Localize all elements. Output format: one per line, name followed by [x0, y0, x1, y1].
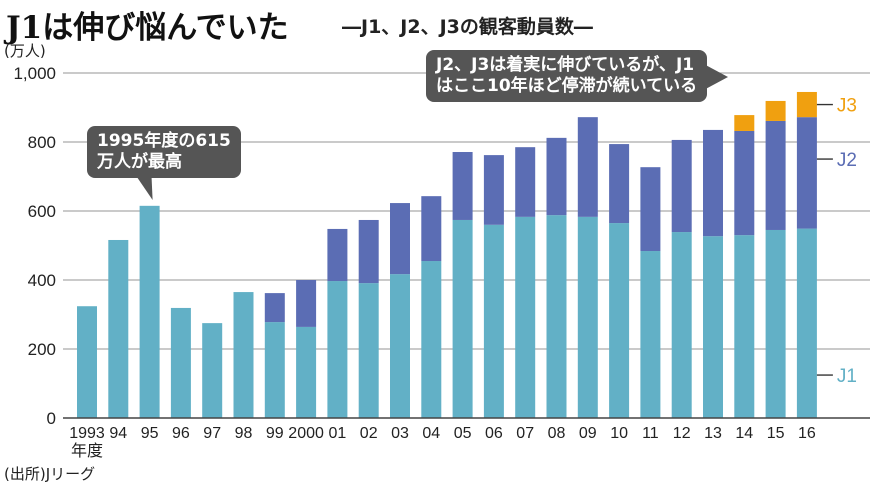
x-tick-label: 96	[172, 425, 190, 442]
chart-subtitle: ―J1、J2、J3の観客動員数―	[342, 16, 593, 38]
bar-j1-14	[734, 235, 755, 418]
x-tick-label: 16	[798, 425, 816, 442]
x-tick-label: 98	[235, 425, 253, 442]
bar-j1-06	[483, 224, 504, 418]
bar-j1-96	[170, 307, 191, 418]
bar-j2-08	[546, 137, 567, 216]
y-tick-label: 200	[28, 340, 56, 359]
bar-j3-15	[765, 100, 786, 121]
x-tick-label: 08	[548, 425, 566, 442]
bar-j2-05	[452, 152, 473, 220]
bar-j3-16	[796, 91, 817, 118]
y-tick-label: 400	[28, 271, 56, 290]
bar-j2-07	[515, 147, 536, 217]
bar-j1-04	[421, 261, 442, 418]
bar-j1-05	[452, 219, 473, 418]
source-note: (出所)Jリーグ	[4, 465, 96, 483]
peak-callout-line-2: 万人が最高	[97, 152, 182, 172]
x-tick-label: 02	[360, 425, 378, 442]
bar-j2-02	[358, 219, 379, 284]
x-tick-label: 1993	[69, 425, 105, 442]
x-tick-label: 04	[422, 425, 440, 442]
bar-j1-09	[577, 216, 598, 418]
bar-j1-02	[358, 283, 379, 418]
chart-title: J1は伸び悩んでいた	[6, 10, 289, 46]
x-tick-label: 99	[266, 425, 284, 442]
peak-callout: 1995年度の615 万人が最高	[87, 126, 241, 178]
x-tick-label: 12	[673, 425, 691, 442]
y-tick-label: 1,000	[13, 64, 56, 83]
bar-j2-01	[327, 228, 348, 282]
trend-callout-line-2: はここ10年ほど停滞が続いている	[436, 76, 698, 96]
bar-j1-98	[233, 292, 254, 418]
x-tick-label: 13	[704, 425, 722, 442]
peak-callout-line-1: 1995年度の615	[97, 131, 231, 151]
bar-j2-11	[640, 167, 661, 252]
bar-j1-99	[264, 322, 285, 418]
legend-label-j1: J1	[837, 366, 857, 387]
bar-j1-12	[671, 232, 692, 418]
x-tick-label: 97	[203, 425, 221, 442]
bar-j1-08	[546, 215, 567, 418]
bar-j1-15	[765, 229, 786, 418]
x-tick-label: 07	[516, 425, 534, 442]
x-tick-label: 05	[454, 425, 472, 442]
bar-j1-97	[202, 323, 223, 418]
bar-j2-16	[796, 117, 817, 229]
x-axis-unit-label: 年度	[71, 442, 103, 460]
x-tick-label: 09	[579, 425, 597, 442]
trend-callout: J2、J3は着実に伸びているが、J1 はここ10年ほど停滞が続いている	[426, 50, 708, 102]
x-tick-label: 2000	[288, 425, 324, 442]
x-tick-label: 14	[735, 425, 753, 442]
bar-j2-13	[703, 129, 723, 237]
x-tick-label: 94	[109, 425, 127, 442]
bar-j1-13	[703, 236, 723, 418]
bar-j1-11	[640, 251, 661, 418]
bar-j2-15	[765, 120, 786, 230]
y-axis-unit-label: (万人)	[4, 42, 46, 60]
bar-j2-09	[577, 117, 598, 217]
x-tick-label: 11	[642, 425, 659, 442]
bar-j1-94	[108, 239, 129, 418]
bar-j1-10	[609, 223, 630, 418]
bars	[77, 91, 817, 418]
bar-j2-99	[264, 293, 285, 323]
x-tick-label: 01	[329, 425, 347, 442]
x-tick-label: 06	[485, 425, 503, 442]
bar-j3-14	[734, 115, 755, 131]
x-tick-label: 15	[767, 425, 785, 442]
bar-j2-06	[483, 155, 504, 225]
bar-j1-16	[796, 228, 817, 418]
y-tick-label: 0	[47, 409, 56, 428]
bar-j2-2000	[296, 280, 317, 327]
bar-j1-03	[390, 274, 410, 418]
y-axis-ticks: 0 200 400 600 800 1,000	[13, 64, 56, 428]
x-tick-label: 10	[610, 425, 628, 442]
peak-callout-pointer	[137, 178, 153, 200]
bar-j2-14	[734, 130, 755, 236]
bar-j1-07	[515, 216, 536, 418]
bar-j2-10	[609, 144, 630, 224]
legend-label-j3: J3	[837, 96, 857, 117]
bar-j1-01	[327, 281, 348, 418]
legend-label-j2: J2	[837, 150, 857, 171]
trend-callout-line-1: J2、J3は着実に伸びているが、J1	[436, 55, 695, 75]
bar-j1-1993	[77, 306, 97, 418]
bar-j1-2000	[296, 326, 317, 418]
bar-j1-95	[139, 205, 160, 418]
y-tick-label: 600	[28, 202, 56, 221]
x-tick-label: 95	[141, 425, 159, 442]
bar-j2-03	[390, 203, 410, 275]
y-tick-label: 800	[28, 133, 56, 152]
legend: J3 J2 J1	[816, 96, 857, 387]
bar-j2-12	[671, 139, 692, 233]
bar-j2-04	[421, 196, 442, 262]
x-tick-label: 03	[391, 425, 409, 442]
